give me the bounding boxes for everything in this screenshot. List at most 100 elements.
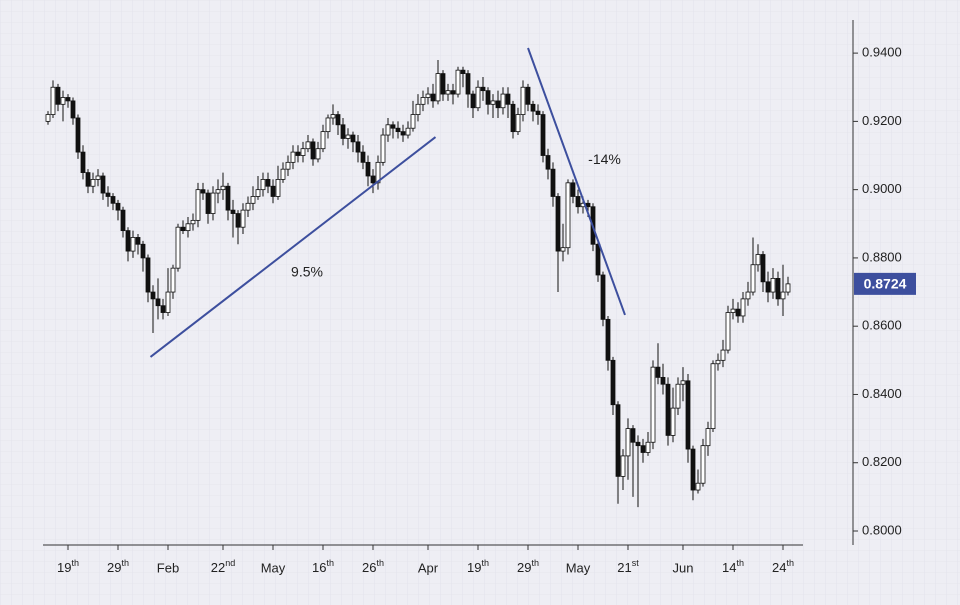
candle-body [235, 213, 241, 228]
candle-body [625, 428, 631, 457]
y-tick-label: 0.9200 [862, 113, 902, 128]
x-tick-label: Apr [418, 560, 439, 575]
candle-body [215, 189, 221, 194]
candle-body [705, 428, 711, 447]
candle-body [740, 298, 746, 317]
x-tick-label: 26th [362, 558, 384, 575]
candle-body [165, 291, 171, 313]
candle-body [480, 86, 486, 92]
candle-body [430, 93, 436, 102]
candle-body [615, 404, 621, 477]
last-price-label: 0.8724 [864, 276, 907, 292]
candle-body [55, 86, 61, 105]
candle-body [185, 223, 191, 232]
candle-body [460, 69, 466, 74]
candle-body [295, 151, 301, 156]
candle-body [305, 141, 311, 150]
candle-body [375, 161, 381, 184]
candle-body [495, 100, 501, 109]
candle-body [530, 103, 536, 112]
candle-body [765, 281, 771, 293]
candle-body [365, 161, 371, 177]
candle-body [190, 219, 196, 225]
candle-body [775, 278, 781, 300]
candle-body [715, 359, 721, 365]
candle-body [630, 428, 636, 443]
candle-body [245, 202, 251, 211]
x-tick-label: May [261, 560, 286, 575]
candle-body [325, 117, 331, 133]
candle-body [175, 226, 181, 269]
candle-body [665, 383, 671, 436]
candle-body [475, 86, 481, 109]
candle-body [230, 209, 236, 214]
candle-body [535, 110, 541, 115]
candle-body [60, 97, 66, 105]
candle-body [65, 97, 71, 102]
candle-body [720, 349, 726, 361]
candle-body [150, 291, 156, 300]
candle-body [250, 196, 256, 204]
y-tick-label: 0.8200 [862, 454, 902, 469]
trend-line [527, 47, 626, 316]
candle-body [355, 141, 361, 153]
candle-body [750, 264, 756, 293]
candle-body [180, 226, 186, 232]
x-tick-label: 21st [617, 558, 639, 575]
candle-body [240, 209, 246, 228]
candle-body [425, 93, 431, 98]
candle-body [540, 114, 546, 156]
candle-body [290, 151, 296, 163]
candle-body [485, 90, 491, 105]
candle-body [670, 407, 676, 436]
candle-body [275, 179, 281, 197]
candle-body [380, 134, 386, 163]
y-tick-label: 0.8600 [862, 318, 902, 333]
y-tick-label: 0.8400 [862, 386, 902, 401]
candle-body [470, 93, 476, 109]
candle-body [545, 155, 551, 170]
candle-body [155, 298, 161, 307]
x-tick-label: May [566, 560, 591, 575]
candle-body [510, 103, 516, 133]
candle-body [725, 312, 731, 351]
candle-body [555, 196, 561, 252]
candle-body [690, 448, 696, 491]
candle-body [675, 383, 681, 409]
candle-body [505, 93, 511, 105]
candle-body [605, 318, 611, 361]
candle-body [420, 97, 426, 105]
candle-body [710, 363, 716, 429]
x-tick-label: 24th [772, 558, 794, 575]
candle-body [390, 124, 396, 129]
candle-body [435, 73, 441, 102]
x-tick-label: 29th [517, 558, 539, 575]
candle-body [300, 148, 306, 156]
candle-body [680, 380, 686, 385]
candle-body [570, 182, 576, 197]
candle-body [410, 114, 416, 129]
candle-body [90, 179, 96, 187]
candle-body [255, 189, 261, 197]
candle-body [360, 151, 366, 163]
last-price-box [854, 272, 916, 295]
candle-body [75, 117, 81, 153]
candle-body [525, 86, 531, 105]
y-tick-label: 0.9400 [862, 45, 902, 60]
candle-body [105, 192, 111, 197]
candle-body [330, 114, 336, 119]
x-tick-label: 19th [467, 558, 489, 575]
candle-body [260, 179, 266, 191]
candle-body [110, 196, 116, 204]
candle-body [745, 291, 751, 300]
candle-body [695, 482, 701, 491]
candle-body [445, 90, 451, 95]
y-tick-label: 0.8800 [862, 249, 902, 264]
candle-body [585, 202, 591, 208]
candle-body [285, 161, 291, 170]
candle-body [370, 175, 376, 184]
candle-body [440, 73, 446, 95]
candle-body [650, 366, 656, 443]
x-tick-label: 14th [722, 558, 744, 575]
